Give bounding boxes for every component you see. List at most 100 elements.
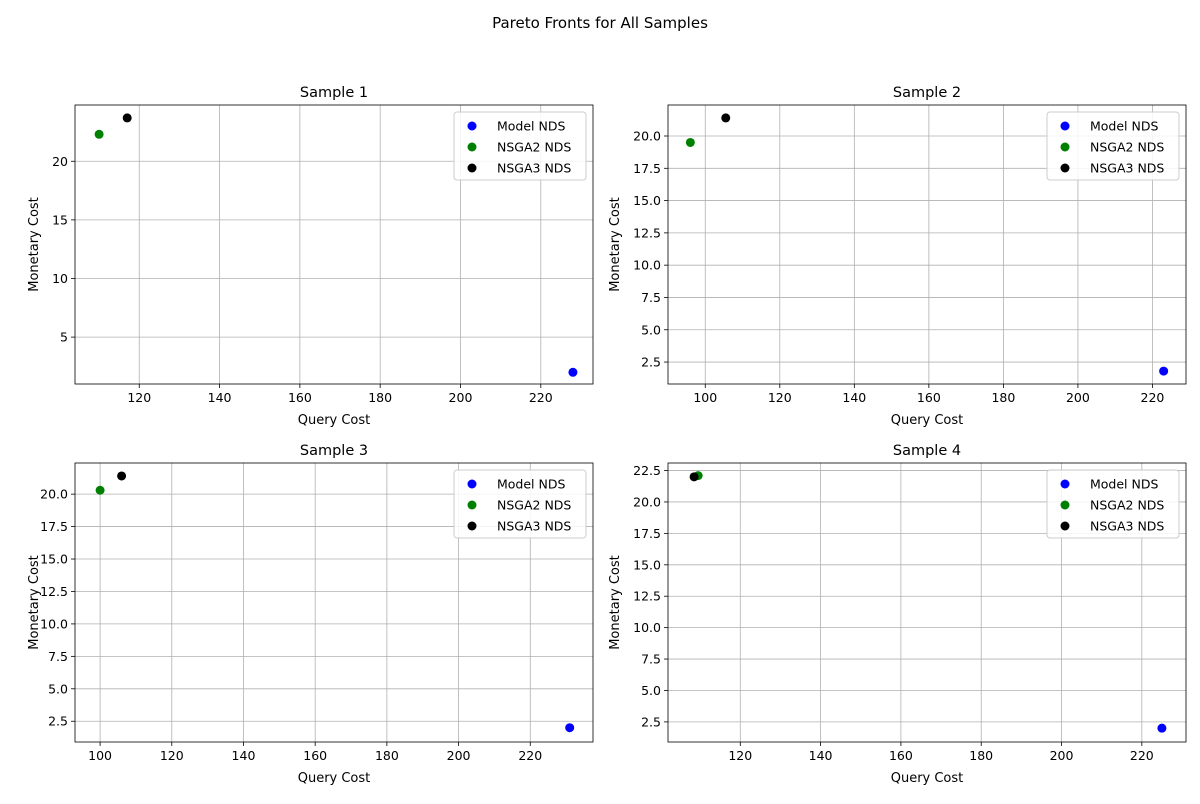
legend-marker [467,521,477,531]
legend-marker [467,163,477,173]
subplot-title: Sample 2 [893,85,961,101]
y-tick-label: 7.5 [641,652,661,667]
axes-frame [74,462,594,743]
subplot-4: 120 140 160 180 200 220 2.5 5.0 7.5 10.0 12.5 15.0 1… [608,443,1187,786]
y-tick-label: 20.0 [633,494,661,509]
legend-label: Model NDS [1090,477,1158,492]
x-tick-label: 180 [991,390,1015,405]
y-tick-label: 15 [52,212,68,227]
point-nsga3-nds [689,472,699,482]
point-nsga2-nds [94,129,104,139]
x-tick-label: 180 [375,748,399,763]
y-tick-label: 7.5 [48,649,68,664]
x-tick-label: 120 [728,748,752,763]
subplot-2: 100 120 140 160 180 200 220 2.5 5.0 7.5 10.0 12.5 15… [608,85,1187,428]
y-axis-label: Monetary Cost [27,555,42,650]
legend-label: NSGA2 NDS [1090,498,1164,513]
x-tick-label: 220 [518,748,542,763]
legend-marker [1060,500,1070,510]
legend-label: NSGA2 NDS [497,498,571,513]
x-axis-label: Query Cost [298,413,371,428]
legend-box [453,111,587,181]
legend-marker [1060,163,1070,173]
y-tick-label: 22.5 [633,463,661,478]
legend-marker [1060,142,1070,152]
y-tick-label: 10 [52,271,68,286]
subplot-1: 120 140 160 180 200 220 5 10 15 20 Sample 1 Query C… [27,85,594,428]
y-tick-label: 15.0 [633,193,661,208]
legend-box [1046,469,1180,539]
legend: Model NDS NSGA2 NDS NSGA3 NDS [1046,469,1180,539]
y-axis-label: Monetary Cost [608,555,623,650]
x-tick-label: 160 [303,748,327,763]
subplot-title: Sample 1 [300,85,368,101]
legend-marker [1060,479,1070,489]
y-tick-label: 5.0 [48,681,68,696]
y-tick-label: 10.0 [633,258,661,273]
x-tick-label: 200 [447,748,471,763]
y-tick-label: 10.0 [40,616,68,631]
axes-frame [667,462,1187,743]
y-tick-label: 12.5 [633,225,661,240]
y-axis-label: Monetary Cost [27,197,42,292]
y-tick-label: 7.5 [641,290,661,305]
legend: Model NDS NSGA2 NDS NSGA3 NDS [1046,111,1180,181]
y-tick-label: 2.5 [48,714,68,729]
legend-label: Model NDS [497,477,565,492]
y-tick-label: 5.0 [641,322,661,337]
x-tick-label: 200 [1066,390,1090,405]
y-tick-label: 12.5 [633,589,661,604]
point-nsga3-nds [122,113,132,123]
x-tick-label: 180 [969,748,993,763]
point-nsga2-nds [95,485,105,495]
y-tick-label: 5.0 [641,683,661,698]
x-tick-label: 100 [88,748,112,763]
axes-frame [667,104,1187,385]
y-tick-label: 2.5 [641,714,661,729]
legend-label: Model NDS [1090,119,1158,134]
legend-label: Model NDS [497,119,565,134]
y-tick-label: 20 [52,154,68,169]
y-tick-label: 2.5 [641,355,661,370]
x-tick-label: 100 [693,390,717,405]
x-tick-label: 160 [288,390,312,405]
x-tick-label: 180 [368,390,392,405]
point-model-nds [565,723,575,733]
x-tick-label: 220 [529,390,553,405]
y-tick-label: 15.0 [40,552,68,567]
figure-suptitle: Pareto Fronts for All Samples [492,14,708,32]
y-tick-label: 10.0 [633,620,661,635]
legend-label: NSGA3 NDS [1090,519,1164,534]
legend-marker [467,121,477,131]
legend-marker [1060,521,1070,531]
x-tick-label: 160 [917,390,941,405]
x-tick-label: 140 [208,390,232,405]
legend-marker [467,142,477,152]
x-tick-label: 200 [449,390,473,405]
x-tick-label: 220 [1130,748,1154,763]
point-nsga3-nds [721,113,731,123]
subplot-title: Sample 3 [300,443,368,459]
point-nsga2-nds [685,137,695,147]
x-tick-label: 140 [809,748,833,763]
legend: Model NDS NSGA2 NDS NSGA3 NDS [453,111,587,181]
axes-frame [74,104,594,385]
x-tick-label: 140 [232,748,256,763]
y-axis-label: Monetary Cost [608,197,623,292]
legend-label: NSGA3 NDS [1090,161,1164,176]
y-tick-label: 15.0 [633,557,661,572]
x-axis-label: Query Cost [891,413,964,428]
legend-box [453,469,587,539]
x-tick-label: 120 [768,390,792,405]
x-axis-label: Query Cost [891,771,964,786]
y-tick-label: 20.0 [633,129,661,144]
point-model-nds [1157,723,1167,733]
legend-label: NSGA3 NDS [497,161,571,176]
legend-marker [467,500,477,510]
x-tick-label: 120 [160,748,184,763]
x-tick-label: 160 [889,748,913,763]
point-model-nds [568,367,578,377]
y-tick-label: 12.5 [40,584,68,599]
